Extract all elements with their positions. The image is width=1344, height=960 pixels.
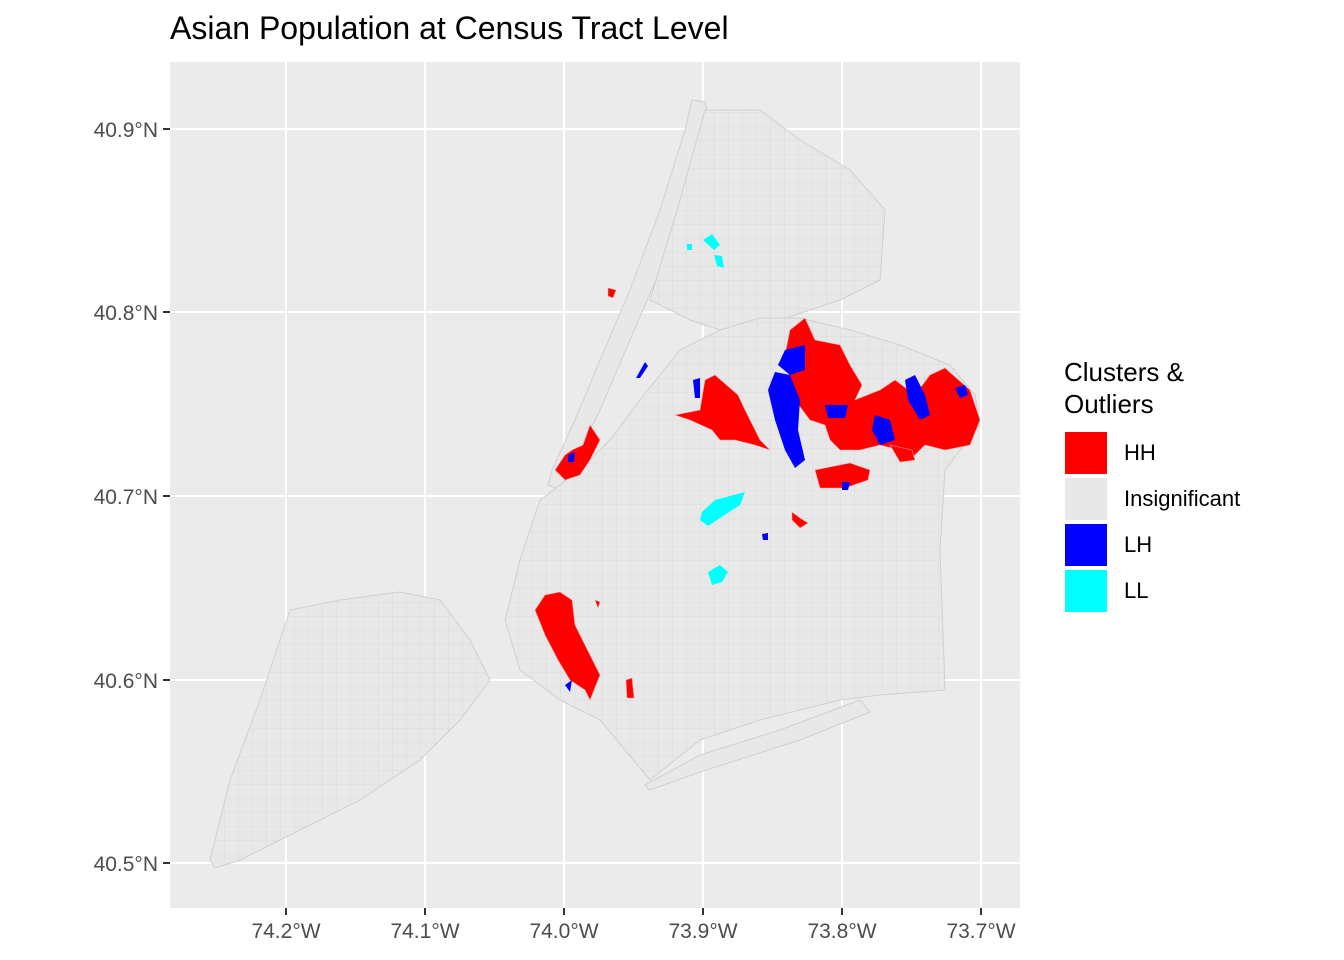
legend-label: LL bbox=[1124, 578, 1149, 603]
legend-item-hh: HH bbox=[1064, 430, 1240, 476]
legend-item-ll: LL bbox=[1064, 568, 1240, 614]
legend-label: LH bbox=[1124, 532, 1153, 557]
lh-region bbox=[565, 680, 572, 692]
lh-region bbox=[905, 375, 930, 420]
lh-region bbox=[568, 452, 575, 462]
x-tick-mark bbox=[841, 908, 843, 915]
legend-swatch bbox=[1064, 523, 1108, 567]
hh-region bbox=[534, 591, 601, 701]
y-tick-label: 40.6°N bbox=[93, 670, 158, 693]
ll-region bbox=[700, 492, 745, 526]
lh-region bbox=[872, 415, 895, 445]
legend-item-insignificant: Insignificant bbox=[1064, 476, 1240, 522]
legend-title-line: Outliers bbox=[1064, 389, 1154, 419]
hh-region bbox=[814, 462, 871, 489]
y-tick-mark bbox=[163, 311, 170, 313]
x-tick-label: 73.9°W bbox=[668, 920, 738, 943]
cluster-ll bbox=[687, 234, 745, 585]
y-tick-label: 40.5°N bbox=[93, 853, 158, 876]
x-tick-label: 74.2°W bbox=[251, 920, 321, 943]
hh-region bbox=[594, 599, 601, 609]
x-tick-label: 74.1°W bbox=[390, 920, 460, 943]
legend-title: Clusters & Outliers bbox=[1064, 356, 1224, 420]
map-panel bbox=[170, 62, 1020, 908]
ll-region bbox=[708, 565, 728, 585]
manhattan bbox=[547, 99, 711, 491]
y-tick-label: 40.9°N bbox=[93, 119, 158, 142]
legend-swatch bbox=[1064, 477, 1108, 521]
y-tick-label: 40.7°N bbox=[93, 486, 158, 509]
hh-region bbox=[889, 444, 916, 463]
hh-region bbox=[625, 677, 635, 699]
hh-region bbox=[791, 511, 809, 529]
x-tick-label: 74.0°W bbox=[529, 920, 599, 943]
rockaway bbox=[644, 699, 871, 791]
lh-region bbox=[825, 405, 848, 418]
lh-region bbox=[762, 533, 768, 540]
legend-item-lh: LH bbox=[1064, 522, 1240, 568]
lh-region bbox=[842, 482, 850, 490]
lh-region bbox=[768, 372, 805, 468]
ll-region bbox=[714, 255, 724, 268]
legend-swatch bbox=[1064, 569, 1108, 613]
legend: Clusters & Outliers HH Insignificant LH … bbox=[1064, 356, 1240, 614]
lh-region bbox=[955, 385, 968, 398]
ll-region bbox=[703, 234, 720, 250]
chart-title: Asian Population at Census Tract Level bbox=[170, 10, 729, 46]
hh-region bbox=[607, 287, 617, 299]
y-tick-mark bbox=[163, 495, 170, 497]
ll-region bbox=[687, 244, 692, 250]
cluster-hh bbox=[534, 287, 981, 701]
y-tick-mark bbox=[163, 862, 170, 864]
hh-region bbox=[784, 317, 981, 461]
legend-swatch bbox=[1064, 431, 1108, 475]
y-tick-mark bbox=[163, 128, 170, 130]
x-tick-mark bbox=[702, 908, 704, 915]
lh-region bbox=[693, 378, 700, 398]
x-tick-label: 73.7°W bbox=[946, 920, 1016, 943]
hh-region bbox=[673, 374, 771, 451]
x-tick-label: 73.8°W bbox=[807, 920, 877, 943]
legend-label: Insignificant bbox=[1124, 486, 1241, 511]
x-tick-mark bbox=[285, 908, 287, 915]
lh-region bbox=[636, 362, 648, 378]
x-tick-mark bbox=[980, 908, 982, 915]
x-tick-mark bbox=[563, 908, 565, 915]
y-tick-label: 40.8°N bbox=[93, 302, 158, 325]
lh-region bbox=[778, 345, 805, 375]
legend-title-line: Clusters & bbox=[1064, 357, 1184, 387]
cluster-lh bbox=[565, 345, 968, 692]
x-tick-mark bbox=[424, 908, 426, 915]
hh-region bbox=[554, 424, 601, 481]
legend-label: HH bbox=[1124, 440, 1156, 465]
y-tick-mark bbox=[163, 679, 170, 681]
map-svg bbox=[170, 62, 1020, 908]
